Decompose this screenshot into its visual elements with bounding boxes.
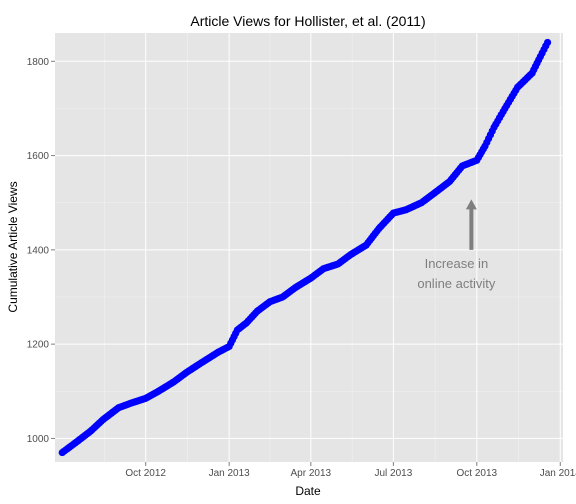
x-tick-label: Oct 2012: [125, 468, 166, 479]
x-tick-label: Apr 2013: [291, 468, 332, 479]
chart-title: Article Views for Hollister, et al. (201…: [190, 13, 425, 29]
plot-panel: [55, 33, 563, 462]
data-point: [543, 38, 552, 47]
annotation: Increase in online activity: [417, 199, 496, 291]
y-tick-label: 1800: [27, 57, 50, 68]
data-points: [58, 38, 552, 457]
x-tick-label: Oct 2013: [457, 468, 498, 479]
axes: 1000 1200 1400 1600 1800 Oct 2012 Jan 2013 Apr …: [27, 57, 576, 479]
y-tick-label: 1400: [27, 245, 50, 256]
x-tick-label: Jan 2013: [209, 468, 251, 479]
y-tick-label: 1600: [27, 151, 50, 162]
x-tick-label: Jan 2014: [540, 468, 576, 479]
annotation-text-line-2: online activity: [417, 276, 496, 291]
x-tick-label: Jul 2013: [374, 468, 412, 479]
y-axis-title: Cumulative Article Views: [6, 181, 20, 312]
annotation-arrowhead: [465, 199, 477, 210]
y-tick-label: 1000: [27, 434, 50, 445]
x-axis-title: Date: [295, 484, 321, 498]
annotation-text-line-1: Increase in: [425, 256, 489, 271]
y-tick-label: 1200: [27, 340, 50, 351]
